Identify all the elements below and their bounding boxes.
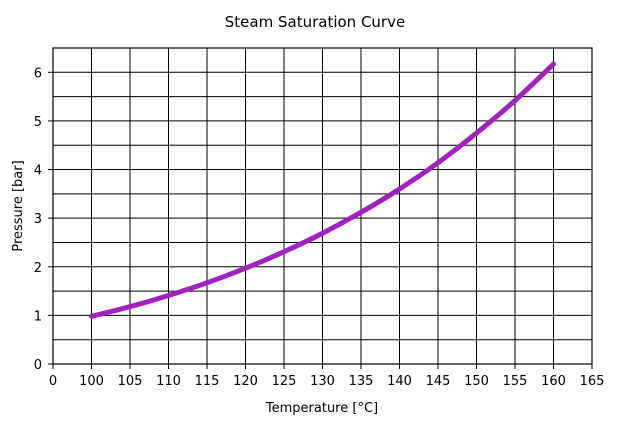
y-axis-label: Pressure [bar] [11,160,26,251]
x-tick-label: 150 [464,374,489,389]
x-tick-label: 110 [156,374,181,389]
x-tick-label: 125 [272,374,297,389]
x-tick-label: 105 [118,374,143,389]
y-tick-label: 1 [34,309,42,324]
x-tick-label: 135 [349,374,374,389]
y-tick-label: 3 [34,212,42,227]
x-tick-label: 160 [541,374,566,389]
y-tick-label: 2 [34,261,42,276]
x-tick-label: 130 [310,374,335,389]
x-tick-label: 155 [503,374,528,389]
y-tick-label: 0 [34,358,42,373]
y-tick-label: 4 [34,164,42,179]
y-tick-label: 5 [34,115,42,130]
series-line [89,61,556,319]
series-layer [89,61,556,319]
chart-title: Steam Saturation Curve [225,13,405,31]
x-tick-label: 145 [426,374,451,389]
tick-labels: 0 100 105 110 115 120 125 130 135 140 145 150 155 160… [34,66,605,389]
x-tick-label: 100 [79,374,104,389]
x-tick-label: 115 [195,374,220,389]
grid [48,47,593,369]
x-tick-label: 0 [49,374,57,389]
x-tick-label: 165 [580,374,605,389]
y-tick-label: 6 [34,66,42,81]
plot-frame [52,47,593,365]
x-tick-label: 120 [233,374,258,389]
x-tick-label: 140 [387,374,412,389]
x-axis-label: Temperature [°C] [265,401,378,416]
